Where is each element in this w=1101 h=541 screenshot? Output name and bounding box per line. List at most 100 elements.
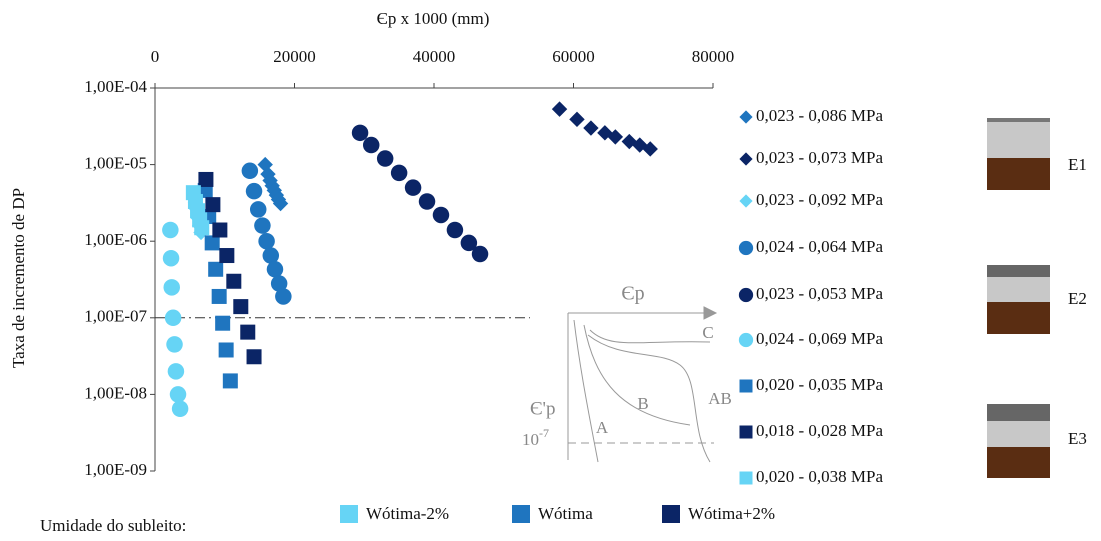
inset-arrow bbox=[704, 307, 716, 319]
point bbox=[569, 112, 584, 127]
point bbox=[163, 250, 180, 267]
point bbox=[233, 299, 248, 314]
point bbox=[433, 207, 450, 224]
layer bbox=[987, 265, 1050, 277]
group-label: E1 bbox=[1068, 155, 1087, 174]
curve-label: AB bbox=[708, 389, 732, 408]
legend-label: 0,024 - 0,069 MPa bbox=[756, 329, 883, 348]
moisture-legend-title: Umidade do subleito: bbox=[40, 516, 186, 535]
inset-y-label: Є'p bbox=[530, 398, 555, 419]
x-tick-label: 20000 bbox=[273, 47, 316, 66]
layer-icons bbox=[987, 118, 1050, 478]
legend-label: 0,023 - 0,086 MPa bbox=[756, 106, 883, 125]
point bbox=[419, 193, 436, 210]
point bbox=[226, 274, 241, 289]
point bbox=[377, 150, 394, 167]
y-tick-label: 1,00E-04 bbox=[84, 77, 147, 96]
layer bbox=[987, 302, 1050, 334]
point bbox=[240, 325, 255, 340]
legend-label: Wótima+2% bbox=[688, 504, 775, 523]
legend-label: 0,024 - 0,064 MPa bbox=[756, 237, 883, 256]
legend-marker bbox=[739, 288, 753, 302]
curve-label: C bbox=[702, 323, 713, 342]
inset-x-label: Єp bbox=[621, 283, 644, 305]
point bbox=[242, 163, 258, 180]
inset-threshold-label: 10-7 bbox=[522, 426, 549, 449]
y-tick-label: 1,00E-06 bbox=[84, 230, 147, 249]
legend-label: 0,020 - 0,038 MPa bbox=[756, 467, 883, 486]
point bbox=[391, 165, 408, 182]
legend-marker bbox=[740, 472, 753, 485]
layer bbox=[987, 404, 1050, 421]
inset-diagram: Єp Є'p 10-7 A B C AB bbox=[522, 283, 732, 462]
point bbox=[219, 342, 234, 357]
point bbox=[250, 201, 267, 218]
point bbox=[205, 197, 220, 212]
legend-marker bbox=[740, 380, 753, 393]
point bbox=[212, 223, 227, 238]
point bbox=[215, 316, 230, 331]
point bbox=[363, 137, 380, 154]
point bbox=[552, 101, 567, 116]
layer bbox=[987, 118, 1050, 122]
point bbox=[223, 373, 238, 388]
legend-marker bbox=[739, 194, 752, 207]
y-axis-title: Taxa de incremento de DP bbox=[9, 188, 28, 368]
point bbox=[162, 222, 179, 239]
x-tick-label: 0 bbox=[151, 47, 160, 66]
layer bbox=[987, 447, 1050, 478]
threshold-base: 10 bbox=[522, 430, 539, 449]
point bbox=[275, 288, 292, 305]
x-tick-label: 40000 bbox=[413, 47, 456, 66]
point bbox=[170, 386, 187, 403]
point bbox=[472, 246, 489, 263]
legend-label: Wótima bbox=[538, 504, 593, 523]
x-tick-label: 60000 bbox=[552, 47, 595, 66]
point bbox=[208, 262, 223, 277]
layer bbox=[987, 421, 1050, 447]
y-tick-label: 1,00E-09 bbox=[84, 460, 147, 479]
legend-label: 0,023 - 0,092 MPa bbox=[756, 190, 883, 209]
point bbox=[583, 120, 598, 135]
point bbox=[172, 400, 189, 417]
layer bbox=[987, 158, 1050, 190]
legend-marker bbox=[740, 426, 753, 439]
x-axis-title: Єp x 1000 (mm) bbox=[377, 9, 490, 28]
legend-marker bbox=[739, 110, 752, 123]
legend-marker bbox=[739, 333, 753, 347]
point bbox=[447, 222, 464, 239]
legend-swatch bbox=[512, 505, 530, 523]
chart: Єp x 1000 (mm) Taxa de incremento de DP … bbox=[0, 0, 1101, 541]
point bbox=[165, 310, 182, 327]
group-label: E3 bbox=[1068, 429, 1087, 448]
legend-swatch bbox=[662, 505, 680, 523]
point bbox=[405, 179, 422, 196]
point bbox=[194, 220, 209, 235]
legend-label: 0,020 - 0,035 MPa bbox=[756, 375, 883, 394]
curve-label: B bbox=[637, 394, 648, 413]
layer bbox=[987, 122, 1050, 158]
point bbox=[254, 217, 271, 234]
layer bbox=[987, 277, 1050, 302]
legend-marker bbox=[739, 241, 753, 255]
threshold-exponent: -7 bbox=[539, 426, 549, 440]
point bbox=[163, 279, 180, 296]
legend-label: 0,023 - 0,073 MPa bbox=[756, 148, 883, 167]
x-tick-label: 80000 bbox=[692, 47, 735, 66]
point bbox=[212, 289, 227, 304]
legend-label: 0,023 - 0,053 MPa bbox=[756, 284, 883, 303]
legend-swatch bbox=[340, 505, 358, 523]
point bbox=[198, 172, 213, 187]
point bbox=[219, 248, 234, 263]
y-tick-label: 1,00E-08 bbox=[84, 383, 147, 402]
y-tick-label: 1,00E-07 bbox=[84, 307, 147, 326]
inset-curve bbox=[574, 320, 598, 462]
point bbox=[205, 235, 220, 250]
legend-label: Wótima-2% bbox=[366, 504, 449, 523]
curve-label: A bbox=[596, 418, 609, 437]
y-tick-label: 1,00E-05 bbox=[84, 154, 147, 173]
point bbox=[247, 349, 262, 364]
point bbox=[267, 261, 284, 278]
point bbox=[166, 336, 183, 353]
inset-curve bbox=[590, 330, 710, 343]
